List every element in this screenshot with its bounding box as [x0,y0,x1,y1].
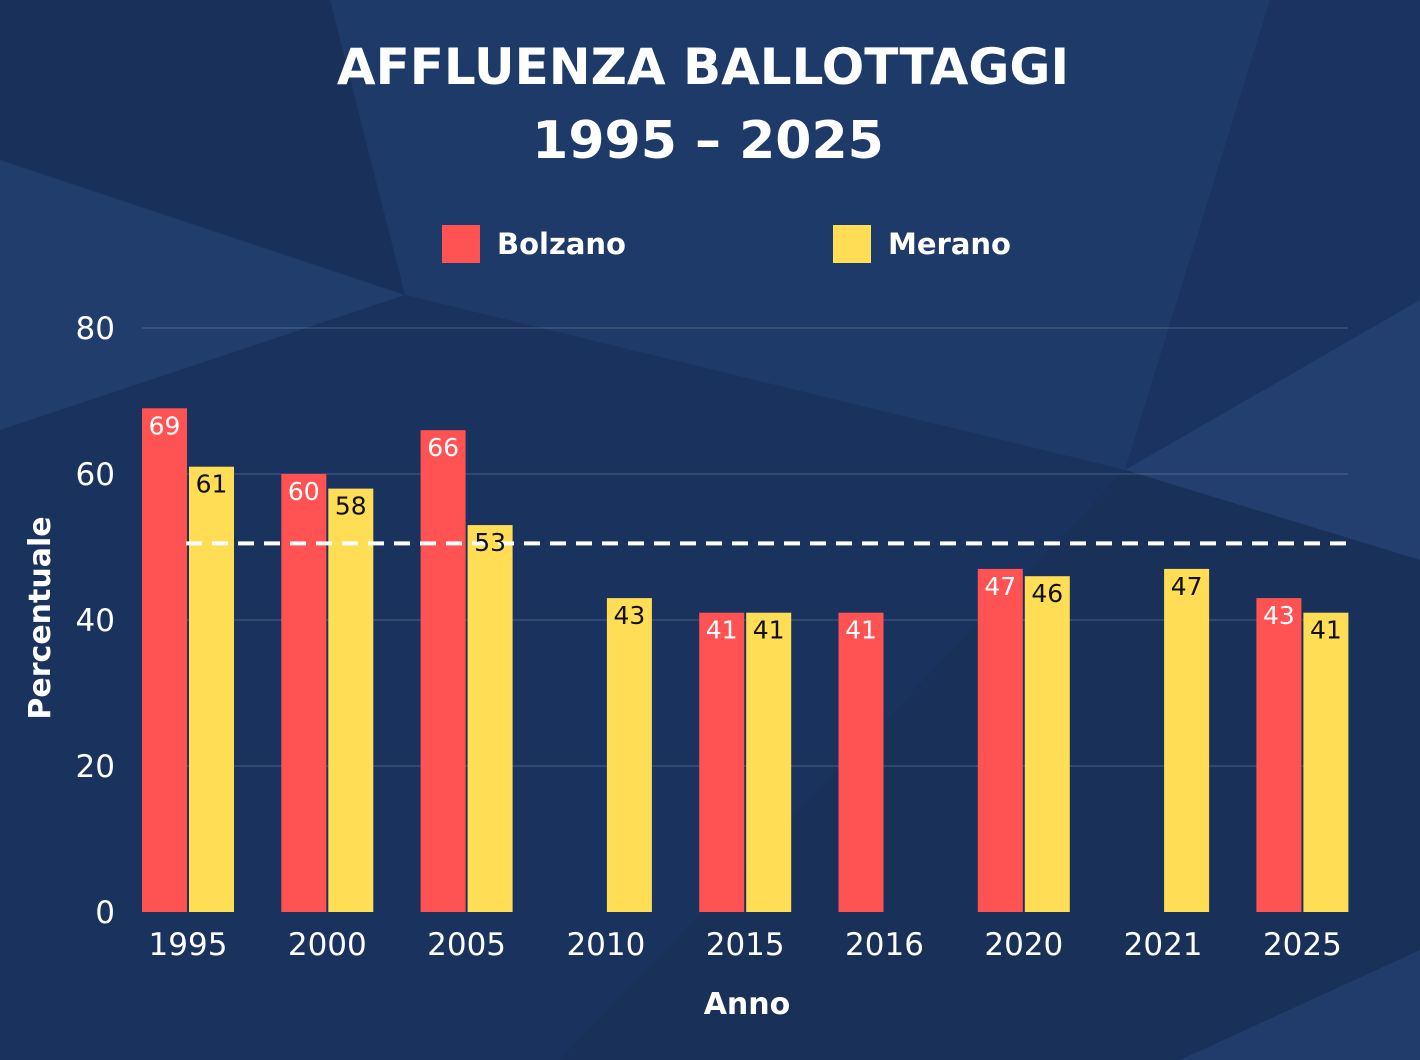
y-axis-title: Percentuale [23,516,58,719]
data-label-bolzano-2025: 43 [1263,601,1295,630]
bar-bolzano-2000 [281,474,327,912]
y-tick-label: 20 [76,749,115,785]
bar-bolzano-2016 [838,612,884,912]
bar-bolzano-2020 [977,568,1023,912]
data-label-merano-2015: 41 [753,616,785,645]
data-label-bolzano-2000: 60 [288,477,320,506]
bar-bolzano-2015 [699,612,745,912]
x-tick-label: 2010 [566,927,645,963]
y-tick-label: 80 [76,311,115,347]
legend-label-bolzano: Bolzano [497,227,626,261]
bar-merano-2005 [467,525,513,912]
data-label-bolzano-2015: 41 [706,616,738,645]
data-label-merano-2021: 47 [1171,572,1203,601]
data-label-merano-2025: 41 [1310,616,1342,645]
x-tick-label: 2021 [1124,927,1203,963]
x-tick-label: 2015 [706,927,785,963]
data-label-merano-2020: 46 [1031,579,1063,608]
bar-merano-2020 [1024,576,1070,912]
bar-merano-2021 [1164,568,1210,912]
legend-swatch-bolzano [442,225,480,263]
value-labels: 69 61 60 58 66 53 43 41 41 41 47 46 47 43 41 [149,411,1342,644]
y-tick-label: 60 [76,457,115,493]
bar-merano-2010 [606,598,652,912]
data-label-merano-2010: 43 [613,601,645,630]
data-label-bolzano-2016: 41 [845,616,877,645]
chart-title-line1: AFFLUENZA BALLOTTAGGI [337,38,1069,96]
x-axis-ticks: 1995 2000 2005 2010 2015 2016 2020 2021 2025 [149,927,1342,963]
x-tick-label: 2000 [288,927,367,963]
bars [142,408,1349,912]
data-label-merano-2005: 53 [474,528,506,557]
bar-bolzano-1995 [142,408,187,912]
data-label-bolzano-1995: 69 [149,411,181,440]
x-axis-title: Anno [704,987,791,1022]
bar-bolzano-2025 [1256,598,1302,912]
data-label-merano-2000: 58 [335,492,367,521]
legend-swatch-merano [833,225,871,263]
bar-merano-2015 [746,612,792,912]
bar-bolzano-2005 [420,430,466,912]
x-tick-label: 2020 [984,927,1063,963]
y-axis-ticks: 0 20 40 60 80 [76,311,115,931]
chart-title-line2: 1995 – 2025 [532,111,884,171]
data-label-bolzano-2020: 47 [984,572,1016,601]
legend: Bolzano Merano [442,225,1011,263]
bar-merano-2000 [328,488,374,912]
legend-label-merano: Merano [888,227,1011,261]
data-label-merano-1995: 61 [196,470,228,499]
bar-merano-1995 [189,466,234,912]
x-tick-label: 2016 [845,927,924,963]
x-tick-label: 1995 [149,927,228,963]
y-tick-label: 0 [95,895,115,931]
data-label-bolzano-2005: 66 [427,433,459,462]
x-tick-label: 2025 [1263,927,1342,963]
bar-merano-2025 [1303,612,1349,912]
x-tick-label: 2005 [427,927,506,963]
y-tick-label: 40 [76,603,115,639]
